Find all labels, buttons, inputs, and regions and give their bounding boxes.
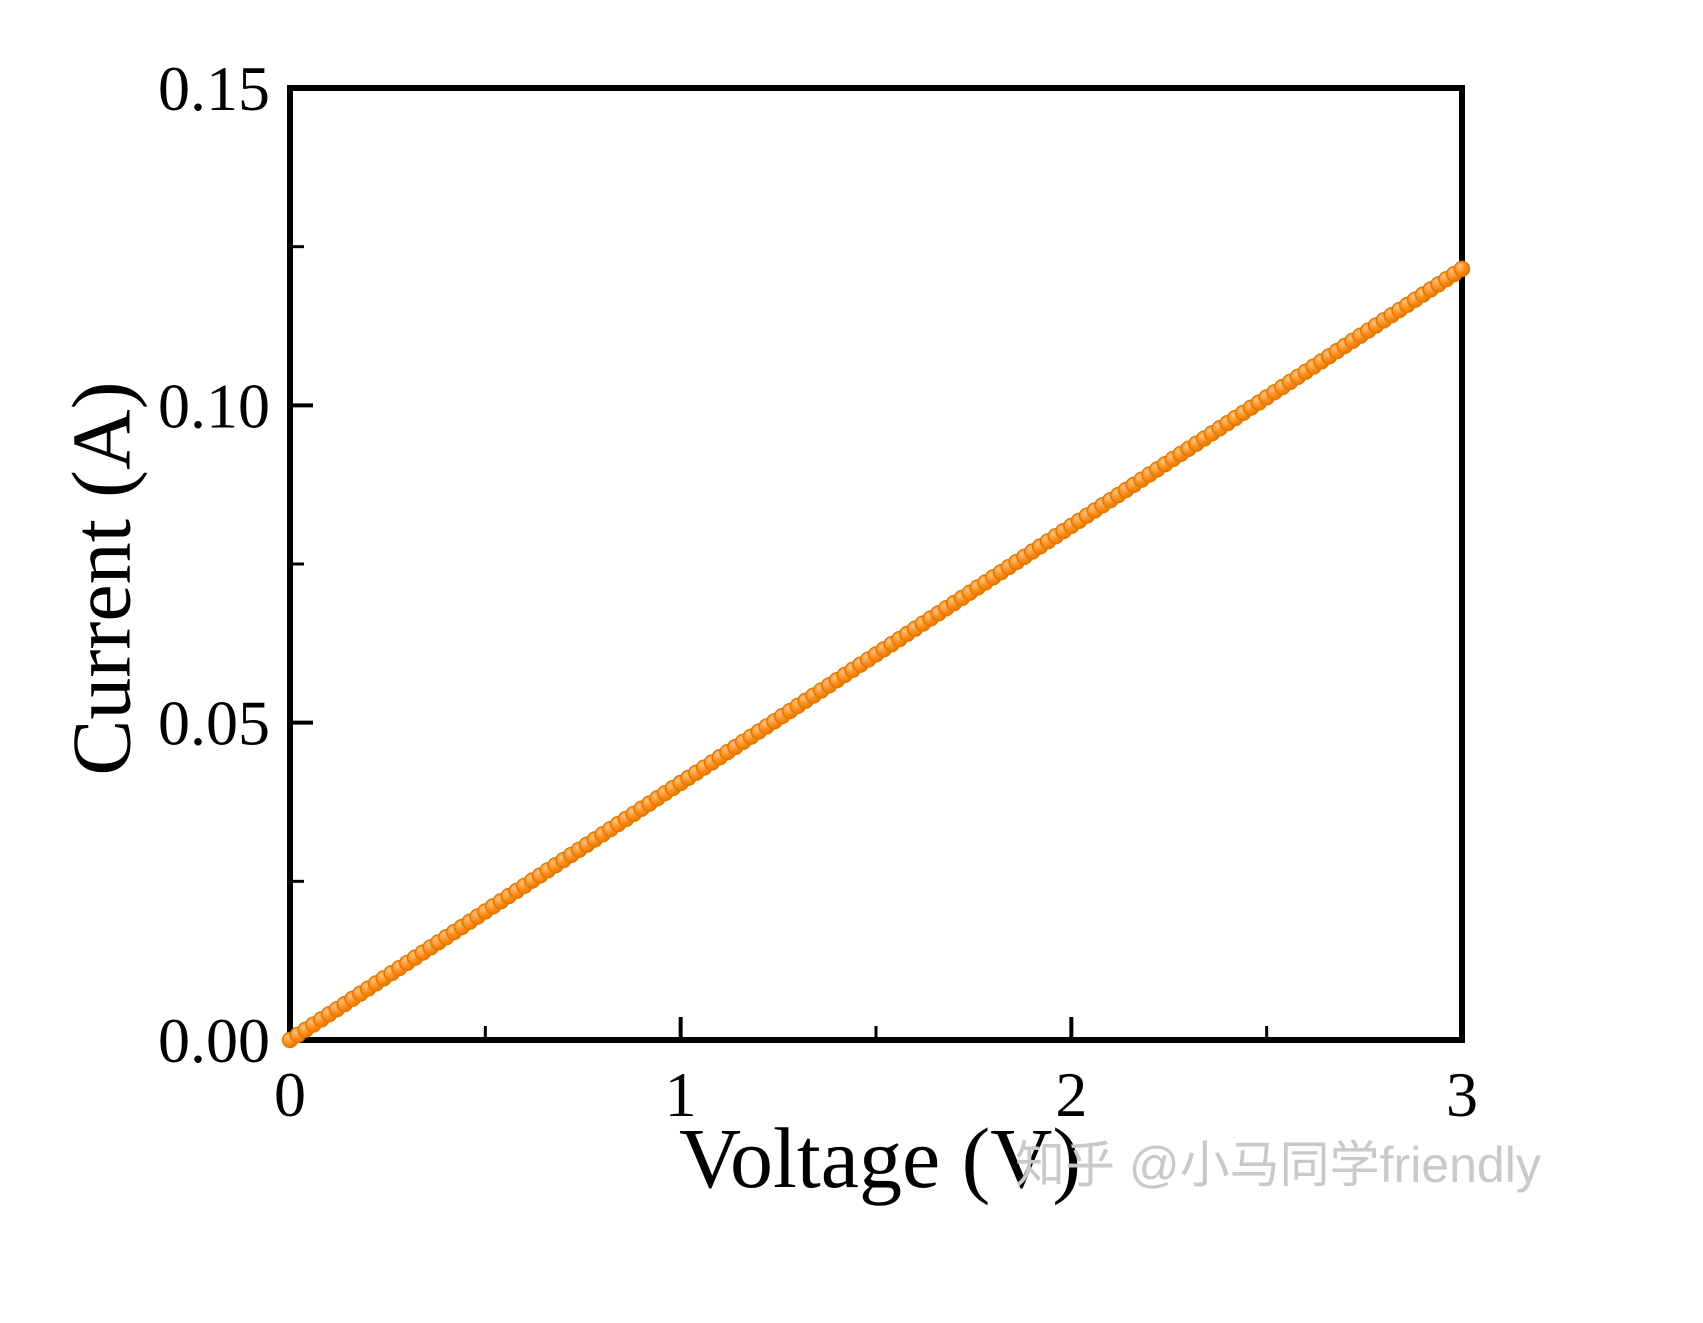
svg-text:0.05: 0.05	[158, 688, 270, 759]
svg-text:0.10: 0.10	[158, 370, 270, 441]
svg-text:3: 3	[1446, 1059, 1478, 1130]
svg-text:0.15: 0.15	[158, 53, 270, 124]
svg-text:0.00: 0.00	[158, 1005, 270, 1076]
svg-text:0: 0	[274, 1059, 306, 1130]
watermark-text: 知乎 @小马同学friendly	[1015, 1137, 1541, 1193]
y-axis-title: Current (A)	[55, 381, 149, 776]
svg-text:2: 2	[1055, 1059, 1087, 1130]
svg-text:1: 1	[665, 1059, 697, 1130]
x-axis-title: Voltage (V)	[678, 1110, 1082, 1206]
